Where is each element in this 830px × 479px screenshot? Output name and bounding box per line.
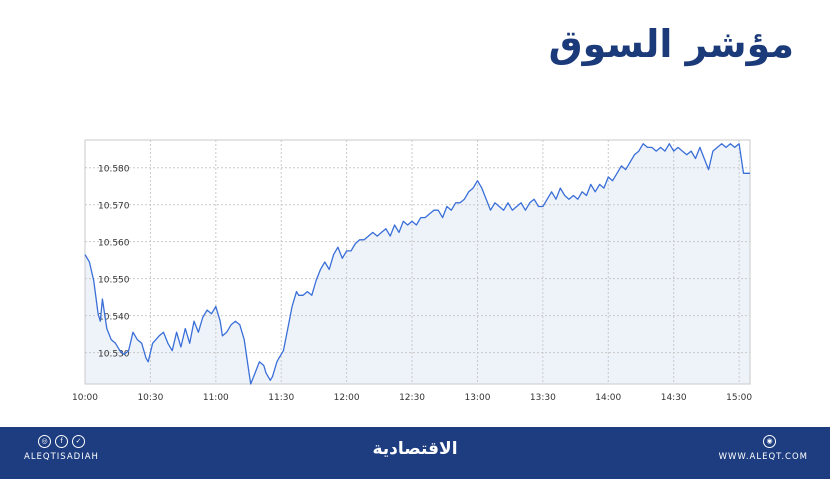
social-handle: ALEQTISADIAH (24, 452, 99, 462)
page-title: مؤشر السوق (548, 22, 794, 66)
x-tick-label: 11:00 (203, 393, 229, 403)
series-area (85, 143, 750, 384)
y-tick-label: 10.550 (98, 276, 130, 286)
x-tick-label: 10:30 (137, 393, 163, 403)
y-tick-label: 10.530 (98, 350, 130, 360)
x-tick-label: 15:00 (726, 393, 752, 403)
y-tick-label: 10.540 (98, 313, 130, 323)
x-tick-label: 14:00 (595, 393, 621, 403)
x-tick-label: 13:00 (464, 393, 490, 403)
facebook-icon[interactable]: f (55, 435, 68, 448)
website-url[interactable]: WWW.ALEQT.COM (718, 452, 808, 462)
footer-bar: ◎ f ✓ ALEQTISADIAH الاقتصادية ◉ WWW.ALEQ… (0, 427, 830, 479)
instagram-icon[interactable]: ◎ (38, 435, 51, 448)
x-tick-label: 13:30 (530, 393, 556, 403)
y-tick-label: 10.560 (98, 239, 130, 249)
twitter-icon[interactable]: ✓ (72, 435, 85, 448)
globe-icon[interactable]: ◉ (763, 435, 776, 448)
x-tick-label: 11:30 (268, 393, 294, 403)
x-tick-label: 12:00 (334, 393, 360, 403)
market-index-chart: 10:00 10:30 11:00 11:30 12:00 12:30 13:00 13:30… (72, 139, 752, 403)
y-tick-label: 10.580 (98, 165, 130, 175)
x-tick-label: 14:30 (661, 393, 687, 403)
x-tick-label: 10:00 (72, 393, 98, 403)
footer-social: ◎ f ✓ ALEQTISADIAH (24, 435, 99, 462)
x-tick-label: 12:30 (399, 393, 425, 403)
brand-logo: الاقتصادية (372, 439, 458, 459)
y-tick-label: 10.570 (98, 202, 130, 212)
footer-website: ◉ WWW.ALEQT.COM (719, 435, 808, 462)
series-line (84, 143, 750, 385)
